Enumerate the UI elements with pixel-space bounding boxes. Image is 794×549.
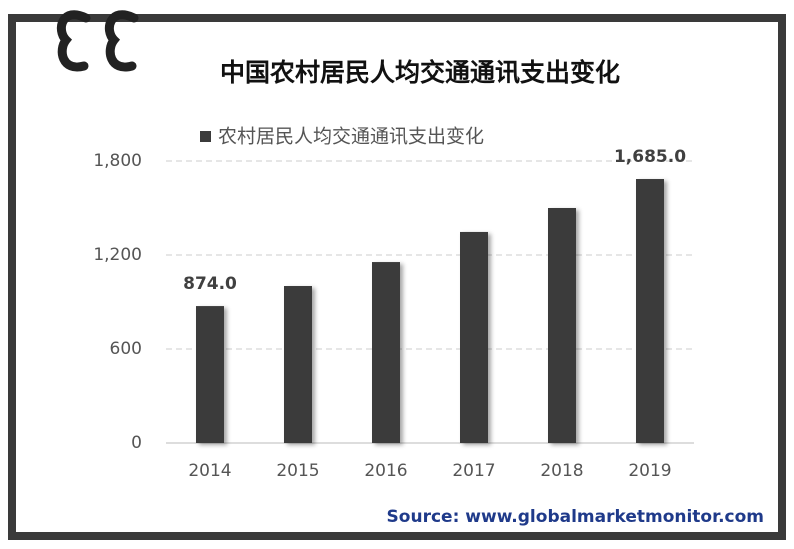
logo: [56, 10, 139, 72]
y-tick-label: 1,200: [93, 245, 142, 265]
y-tick-label: 600: [110, 339, 142, 359]
bar: [372, 262, 400, 443]
chart-title: 中国农村居民人均交通通讯支出变化: [220, 58, 620, 87]
source: Source: www.globalmarketmonitor.com: [387, 507, 764, 527]
x-tick-label: 2016: [364, 461, 407, 481]
bar: [548, 208, 576, 443]
legend-swatch: [200, 131, 211, 142]
x-tick-label: 2018: [540, 461, 583, 481]
bar: [196, 306, 224, 443]
data-label: 1,685.0: [614, 147, 686, 167]
y-tick-label: 0: [131, 433, 142, 453]
y-tick-label: 1,800: [93, 151, 142, 171]
bar: [460, 231, 488, 443]
bar: [284, 286, 312, 443]
x-tick-label: 2019: [628, 461, 671, 481]
x-tick-label: 2015: [276, 461, 319, 481]
legend-label: 农村居民人均交通通讯支出变化: [218, 126, 484, 148]
x-tick-label: 2017: [452, 461, 495, 481]
bar: [636, 179, 664, 443]
frame: [8, 14, 786, 540]
data-label: 874.0: [183, 274, 237, 294]
x-tick-label: 2014: [188, 461, 231, 481]
